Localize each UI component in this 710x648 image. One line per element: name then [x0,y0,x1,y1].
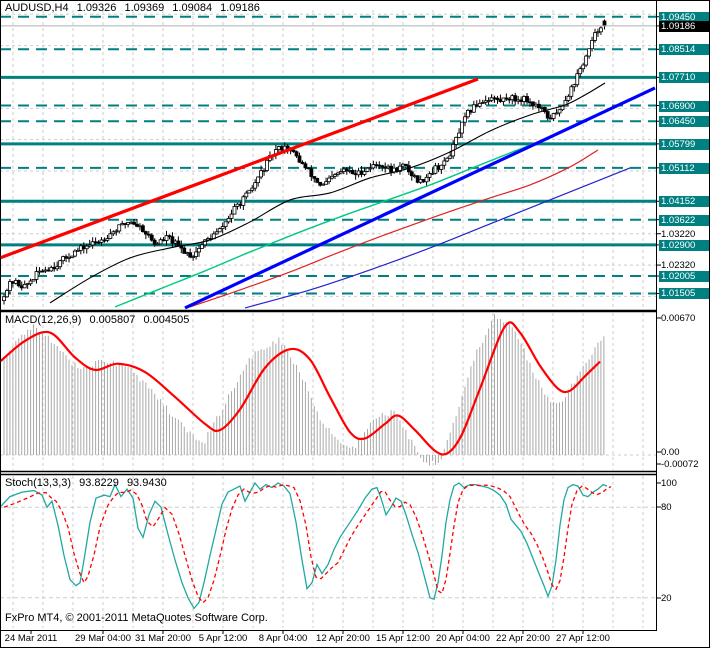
date-tick-label: 31 Mar 20:00 [135,633,191,644]
date-tick-label: 24 Mar 2011 [4,633,58,644]
stoch-name: Stoch(13,3,3) [5,477,72,489]
price-level-label: 1.03622 [659,214,709,226]
price-level-label: 1.02005 [659,271,709,283]
symbol-period-label: AUDUSD,H4 [5,2,69,14]
price-level-label: 1.03220 [661,228,696,240]
price-level-label: 1.06900 [659,100,709,112]
macd-scale-label: 0.00670 [661,313,696,324]
low-value: 1.09084 [172,2,213,14]
stoch-layer [0,481,612,610]
stoch-k-line [0,481,608,610]
macd-layer [0,314,605,466]
chart-header: AUDUSD,H4 1.09326 1.09369 1.09084 1.0918… [5,2,265,14]
ma-blue [244,167,631,309]
macd-signal-line [0,321,601,456]
price-level-label: 1.04152 [659,196,709,208]
stoch-scale-label: 80 [661,502,672,513]
copyright-text: FxPro MT4, © 2001-2011 MetaQuotes Softwa… [5,612,268,624]
stoch-scale-label: 20 [661,593,672,604]
ma-black [49,82,606,304]
price-level-label: 1.05799 [659,138,709,150]
lower-blue-trendline [184,86,656,310]
stoch-d-value: 93.9430 [126,477,167,489]
price-level-label: 1.09450 [659,11,709,23]
macd-scale-label: 0.00 [661,447,680,458]
date-tick-label: 27 Apr 12:00 [556,633,610,644]
price-level-label: 1.08514 [659,44,709,56]
macd-signal-value: 0.004505 [143,314,190,326]
macd-name: MACD(12,26,9) [5,314,82,326]
date-tick-label: 20 Apr 04:00 [436,633,490,644]
date-tick-label: 8 Apr 04:00 [258,633,308,644]
macd-scale-label: -0.00072 [661,459,699,470]
macd-indicator-label: MACD(12,26,9) 0.005807 0.004505 [5,314,194,326]
price-level-label: 1.06450 [659,116,709,128]
date-tick-label: 15 Apr 12:00 [376,633,430,644]
upper-red-trendline [0,77,479,260]
date-tick-label: 22 Apr 20:00 [496,633,550,644]
current-price-label: 1.09186 [659,20,709,32]
trendlines-layer [0,77,656,310]
stoch-d-line [3,484,612,604]
price-level-label: 1.05112 [659,162,709,174]
date-tick-label: 5 Apr 12:00 [198,633,248,644]
date-tick-label: 29 Mar 04:00 [75,633,131,644]
open-value: 1.09326 [76,2,117,14]
date-tick-label: 12 Apr 20:00 [316,633,370,644]
price-level-label: 1.07710 [659,72,709,84]
price-level-label: 1.02900 [659,239,709,251]
macd-main-value: 0.005807 [89,314,136,326]
stoch-panel[interactable] [0,474,656,630]
price-level-label: 1.02320 [661,260,696,272]
close-value: 1.09186 [220,2,260,14]
stoch-scale-label: 100 [661,478,677,489]
stoch-k-value: 93.8229 [79,477,119,489]
macd-panel[interactable] [0,312,656,472]
price-level-label: 1.01505 [659,288,709,300]
high-value: 1.09369 [124,2,165,14]
main-chart-panel[interactable] [0,0,656,310]
ma-red [189,149,599,308]
stoch-indicator-label: Stoch(13,3,3) 93.8229 93.9430 [5,477,172,489]
